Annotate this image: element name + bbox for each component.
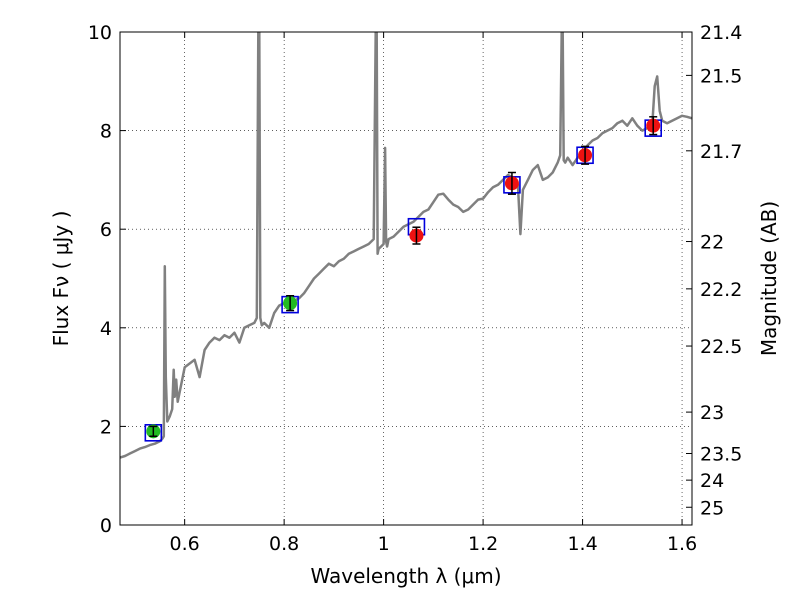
right-tick-label: 22.2 [700,279,742,301]
right-axis-label: Magnitude (AB) [757,201,781,356]
y-tick-label: 6 [100,219,112,241]
right-tick-label: 23.5 [700,444,742,466]
photometry-layer [144,116,663,442]
x-tick-label: 1.4 [567,533,597,555]
x-tick-label: 1.2 [468,533,498,555]
right-tick-label: 22.5 [700,336,742,358]
right-tick-label: 22 [700,232,724,254]
x-axis-label: Wavelength λ (μm) [310,564,501,588]
y-tick-label: 8 [100,121,112,143]
right-tick-label: 24 [700,470,724,492]
y-axis-label: Flux Fν ( μJy ) [49,211,73,347]
right-tick-label: 23 [700,402,724,424]
right-tick-label: 25 [700,497,724,519]
plot-frame [119,31,693,526]
y-tick-label: 4 [100,318,112,340]
right-tick-label: 21.5 [700,65,742,87]
x-tick-label: 0.6 [170,533,200,555]
x-tick-label: 1 [378,533,390,555]
x-tick-label: 1.6 [667,533,697,555]
y-tick-label: 0 [100,515,112,537]
x-tick-label: 0.8 [269,533,299,555]
right-tick-label: 21.4 [700,22,742,44]
y-tick-label: 10 [88,22,112,44]
y-tick-label: 2 [100,416,112,438]
right-tick-label: 21.7 [700,141,742,163]
